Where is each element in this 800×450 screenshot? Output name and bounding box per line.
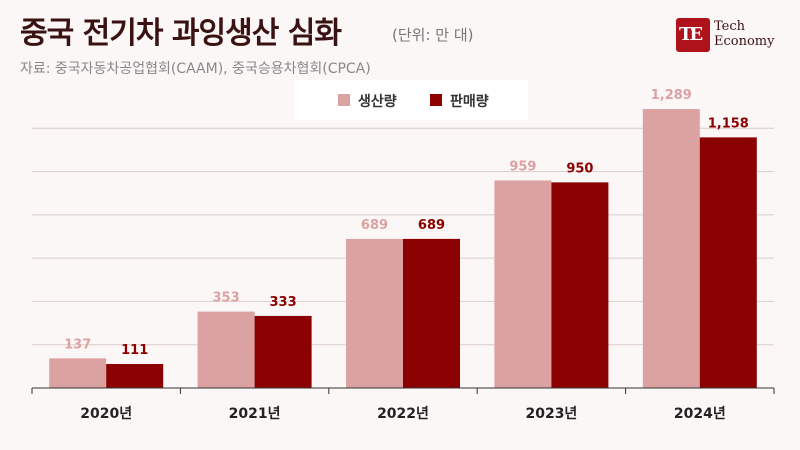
bar-production <box>642 109 700 389</box>
data-label-production: 137 <box>64 337 91 352</box>
x-tick-label: 2022년 <box>377 406 429 422</box>
logo-mark-text: TE <box>679 24 703 45</box>
data-label-production: 1,289 <box>651 88 692 103</box>
bar-sales <box>699 137 757 388</box>
data-label-production: 689 <box>361 218 388 233</box>
legend-swatch-production <box>338 94 350 106</box>
legend-label-production: 생산량 <box>358 94 397 110</box>
x-tick-label: 2020년 <box>80 406 132 422</box>
source-note: 자료: 중국자동차공업협회(CAAM), 중국승용차협회(CPCA) <box>20 61 371 77</box>
chart-title: 중국 전기차 과잉생산 심화 <box>20 16 342 51</box>
legend-label-sales: 판매량 <box>450 94 489 110</box>
tech-economy-logo: TE Tech Economy <box>676 16 786 56</box>
x-tick-label: 2024년 <box>674 406 726 422</box>
unit-label: (단위: 만 대) <box>392 26 474 44</box>
data-label-sales: 689 <box>418 218 445 233</box>
bar-production <box>346 238 403 388</box>
x-tick-label: 2021년 <box>229 406 281 422</box>
bar-production <box>49 358 107 388</box>
data-label-sales: 950 <box>566 161 593 176</box>
x-tick-label: 2023년 <box>525 406 577 422</box>
logo-word-tech: Tech <box>714 19 746 34</box>
legend-swatch-sales <box>430 94 442 106</box>
logo-mark-icon: TE <box>676 18 710 52</box>
bar-sales <box>403 238 460 388</box>
data-label-sales: 111 <box>121 343 148 358</box>
bar-production <box>197 311 255 388</box>
data-label-sales: 1,158 <box>708 116 749 131</box>
bar-sales <box>551 182 609 388</box>
chart-legend: 생산량 판매량 <box>294 80 528 120</box>
data-label-sales: 333 <box>270 295 297 310</box>
data-label-production: 353 <box>213 291 240 306</box>
bar-sales <box>106 363 164 388</box>
logo-word-economy: Economy <box>714 34 775 49</box>
data-label-production: 959 <box>509 159 536 174</box>
bar-sales <box>254 315 312 388</box>
bar-production <box>494 180 552 388</box>
